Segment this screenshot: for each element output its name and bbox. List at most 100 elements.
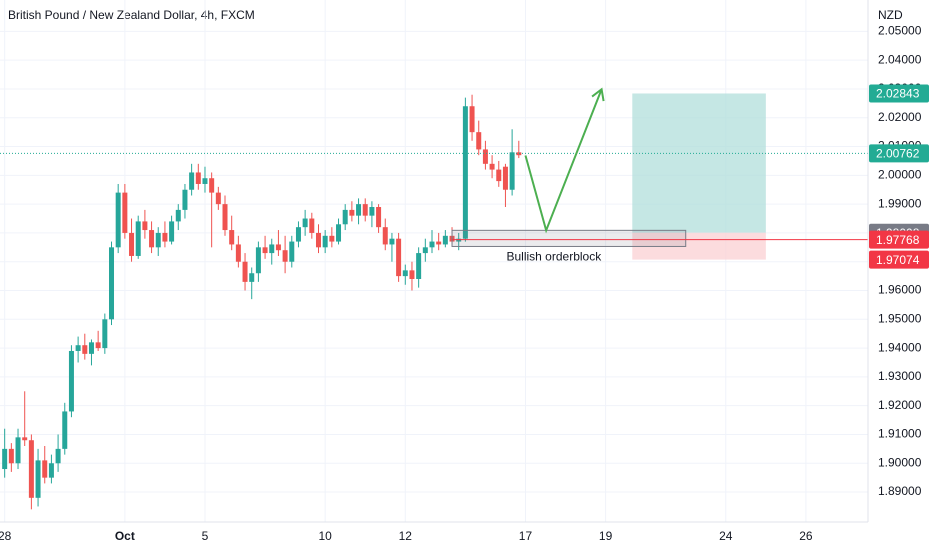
- x-tick-label: Oct: [115, 529, 135, 543]
- candle-body: [496, 169, 502, 182]
- price-label: 1.97074: [876, 253, 920, 267]
- candle-body: [322, 235, 328, 248]
- candle-body: [389, 238, 395, 245]
- arrow-path: [524, 88, 603, 234]
- x-tick-label: 26: [799, 529, 813, 543]
- candle-body: [255, 247, 261, 274]
- y-tick-label: 1.96000: [878, 283, 922, 297]
- candle-body: [462, 106, 468, 239]
- candle-body: [215, 192, 221, 205]
- candle-body: [476, 132, 482, 150]
- price-label: 2.00762: [876, 147, 920, 161]
- candle-body: [436, 241, 442, 245]
- chart-title: British Pound / New Zealand Dollar, 4h, …: [8, 8, 255, 22]
- candle-body: [22, 437, 28, 441]
- y-tick-label: 1.95000: [878, 311, 922, 325]
- candle-body: [175, 209, 181, 222]
- x-tick-label: 19: [599, 529, 613, 543]
- candle-body: [235, 244, 241, 262]
- candle-body: [122, 192, 128, 233]
- candle-body: [189, 172, 195, 190]
- candle-body: [162, 232, 168, 242]
- candle-body: [62, 411, 68, 449]
- candle-body: [422, 247, 428, 254]
- candle-body: [68, 350, 74, 412]
- candle-body: [75, 345, 81, 351]
- candle-body: [469, 106, 475, 133]
- candle-body: [48, 463, 54, 478]
- price-label-box: [869, 84, 929, 103]
- candle-body: [222, 204, 228, 231]
- candle-body: [135, 221, 141, 256]
- candle-body: [269, 244, 275, 254]
- candle-body: [88, 342, 94, 354]
- candle-body: [429, 241, 435, 248]
- candle-body: [28, 440, 34, 498]
- candle-body: [356, 204, 362, 216]
- candle-body: [262, 247, 268, 254]
- candle-body: [416, 253, 422, 279]
- candle-body: [8, 448, 14, 464]
- candle-body: [456, 238, 462, 242]
- candle-body: [202, 178, 208, 184]
- y-tick-label: 1.90000: [878, 455, 922, 469]
- candle-body: [249, 273, 255, 282]
- candle-body: [282, 250, 288, 262]
- candle-body: [442, 235, 448, 245]
- y-tick-label: 2.00000: [878, 168, 922, 182]
- x-tick-label: 24: [719, 529, 733, 543]
- candle-body: [82, 345, 88, 354]
- candle-body: [362, 204, 368, 216]
- x-tick-label: 10: [318, 529, 332, 543]
- profit-zone: [632, 93, 766, 233]
- orderblock: [451, 229, 687, 247]
- candle-body: [142, 221, 148, 231]
- candle-body: [55, 448, 61, 464]
- y-tick-label: 1.91000: [878, 427, 922, 441]
- x-tick-label: 5: [202, 529, 209, 543]
- candle-body: [409, 270, 415, 279]
- y-tick-label: 2.04000: [878, 52, 922, 66]
- candle-body: [2, 448, 8, 470]
- candle-body: [336, 224, 342, 242]
- price-label: 1.97768: [876, 233, 920, 247]
- candle-body: [242, 261, 248, 282]
- candle-body: [342, 209, 348, 225]
- candle-body: [369, 207, 375, 216]
- candle-body: [95, 342, 101, 349]
- price-label-box: [869, 144, 929, 163]
- y-tick-label: 2.05000: [878, 24, 922, 38]
- candle-body: [376, 207, 382, 228]
- candle-body: [42, 460, 48, 478]
- y-tick-label: 2.02000: [878, 110, 922, 124]
- candle-body: [309, 218, 315, 233]
- candle-body: [182, 189, 188, 210]
- x-tick-label: 28: [0, 529, 12, 543]
- candle-body: [115, 192, 121, 248]
- price-label: 2.02843: [876, 87, 920, 101]
- candle-body: [35, 460, 41, 498]
- candle-body: [516, 152, 522, 156]
- candle-body: [209, 178, 215, 193]
- x-tick-label: 17: [519, 529, 533, 543]
- candle-body: [382, 227, 388, 245]
- candle-body: [155, 232, 161, 248]
- x-tick-label: 12: [399, 529, 413, 543]
- y-tick-label: 1.94000: [878, 340, 922, 354]
- candle-body: [129, 232, 135, 256]
- y-tick-label: 1.93000: [878, 369, 922, 383]
- y-axis-label: NZD: [878, 8, 903, 22]
- candle-body: [289, 241, 295, 262]
- candle-body: [195, 172, 201, 184]
- candle-body: [482, 149, 488, 164]
- arrow-head: [591, 87, 605, 102]
- candle-body: [329, 235, 335, 242]
- candle-body: [102, 319, 108, 349]
- candle-body: [509, 152, 515, 190]
- candle-body: [109, 247, 115, 320]
- candle-body: [315, 232, 321, 248]
- orderblock-label: Bullish orderblock: [507, 250, 603, 264]
- price-label-box: [869, 230, 929, 249]
- y-tick-label: 1.99000: [878, 196, 922, 210]
- price-label-box: [869, 250, 929, 269]
